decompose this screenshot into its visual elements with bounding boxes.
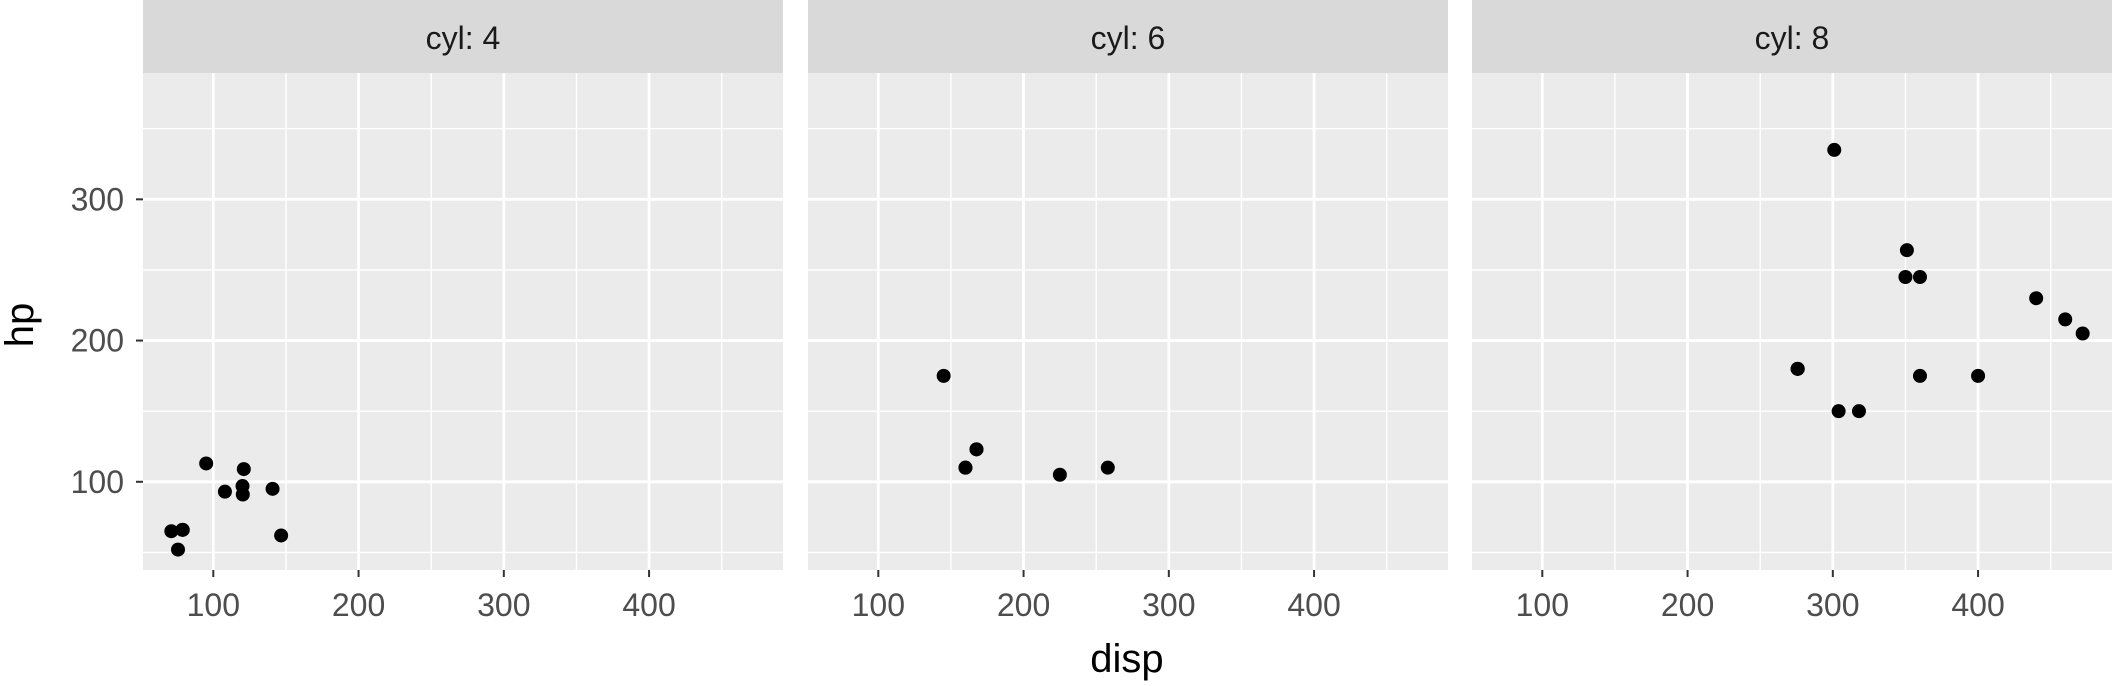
x-tick-label: 400 bbox=[622, 587, 675, 623]
data-point bbox=[958, 460, 973, 475]
facet-panel: cyl: 6 bbox=[808, 0, 1448, 570]
data-point bbox=[199, 456, 214, 471]
data-point bbox=[1899, 243, 1914, 258]
facet-strip bbox=[808, 0, 1448, 73]
facet-strip bbox=[143, 0, 783, 73]
plot-panel-background bbox=[1472, 73, 2112, 570]
data-point bbox=[1898, 270, 1913, 285]
y-axis: 100 200 300 bbox=[71, 181, 143, 500]
data-point bbox=[936, 368, 951, 383]
data-point bbox=[1971, 368, 1986, 383]
facet-panel: cyl: 4 bbox=[143, 0, 783, 570]
x-tick-label: 100 bbox=[1516, 587, 1569, 623]
y-axis-title: hp bbox=[0, 303, 42, 348]
data-point bbox=[1912, 270, 1927, 285]
data-point bbox=[217, 484, 232, 499]
data-point bbox=[2058, 312, 2073, 327]
data-point bbox=[236, 462, 251, 477]
panels-layer: cyl: 4 cyl: 6 cyl: 8 bbox=[143, 0, 2112, 570]
data-point bbox=[1912, 368, 1927, 383]
x-tick-label: 200 bbox=[997, 587, 1050, 623]
plot-panel-background bbox=[808, 73, 1448, 570]
data-point bbox=[1827, 142, 1842, 157]
plot-panel-background bbox=[143, 73, 783, 570]
x-tick-label: 100 bbox=[187, 587, 240, 623]
x-tick-label: 200 bbox=[332, 587, 385, 623]
data-point bbox=[274, 528, 289, 543]
x-axis-title: disp bbox=[1090, 637, 1163, 681]
x-tick-label: 300 bbox=[1142, 587, 1195, 623]
data-point bbox=[171, 542, 186, 557]
x-tick-label: 400 bbox=[1951, 587, 2004, 623]
x-axes: 100 200 300 400 100 200 300 400 100 200 300 400 bbox=[187, 570, 2005, 623]
facet-strip-label: cyl: 4 bbox=[426, 20, 501, 56]
facet-strip-label: cyl: 6 bbox=[1091, 20, 1166, 56]
facet-strip bbox=[1472, 0, 2112, 73]
data-point bbox=[1052, 467, 1067, 482]
y-tick-label: 100 bbox=[71, 464, 124, 500]
x-tick-label: 300 bbox=[1806, 587, 1859, 623]
data-point bbox=[235, 487, 250, 502]
data-point bbox=[1831, 404, 1846, 419]
x-tick-label: 200 bbox=[1661, 587, 1714, 623]
data-point bbox=[175, 522, 190, 537]
data-point bbox=[1790, 361, 1805, 376]
data-point bbox=[2075, 326, 2090, 341]
facet-panel: cyl: 8 bbox=[1472, 0, 2112, 570]
y-tick-label: 300 bbox=[71, 181, 124, 217]
x-tick-label: 100 bbox=[852, 587, 905, 623]
data-point bbox=[969, 442, 984, 457]
data-point bbox=[1851, 404, 1866, 419]
facet-strip-label: cyl: 8 bbox=[1755, 20, 1830, 56]
y-tick-label: 200 bbox=[71, 323, 124, 359]
x-tick-label: 300 bbox=[477, 587, 530, 623]
data-point bbox=[2029, 291, 2044, 306]
data-point bbox=[265, 481, 280, 496]
data-point bbox=[1100, 460, 1115, 475]
data-point bbox=[164, 524, 179, 539]
x-tick-label: 400 bbox=[1287, 587, 1340, 623]
